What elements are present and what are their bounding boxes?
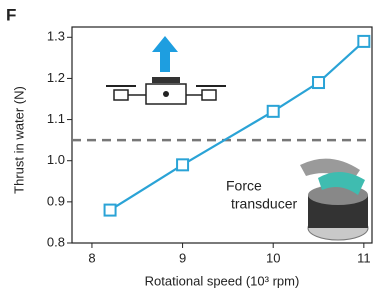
y-tick-label: 1.1 [47,111,65,126]
panel-label: F [6,5,16,24]
chart: F Thrust in water (N) Rotational speed (… [0,0,384,295]
y-tick-label: 0.8 [47,234,65,249]
y-tick-label: 1.0 [47,152,65,167]
x-tick-label: 9 [179,250,186,265]
y-tick-label: 1.2 [47,70,65,85]
drone-icon [106,36,226,104]
x-tick-label: 10 [266,250,280,265]
y-axis-label: Thrust in water (N) [11,86,26,194]
x-tick-label: 8 [88,250,95,265]
y-tick-label: 1.3 [47,29,65,44]
x-axis-label: Rotational speed (10³ rpm) [145,273,300,288]
y-tick-label: 0.9 [47,193,65,208]
annotation: Force [226,178,262,194]
data-point [177,159,188,170]
transducer-icon [300,159,368,240]
data-point [313,77,324,88]
data-point [268,106,279,117]
data-point [105,205,116,216]
annotation: transducer [231,196,297,212]
data-point [358,36,369,47]
x-tick-label: 11 [357,250,371,265]
